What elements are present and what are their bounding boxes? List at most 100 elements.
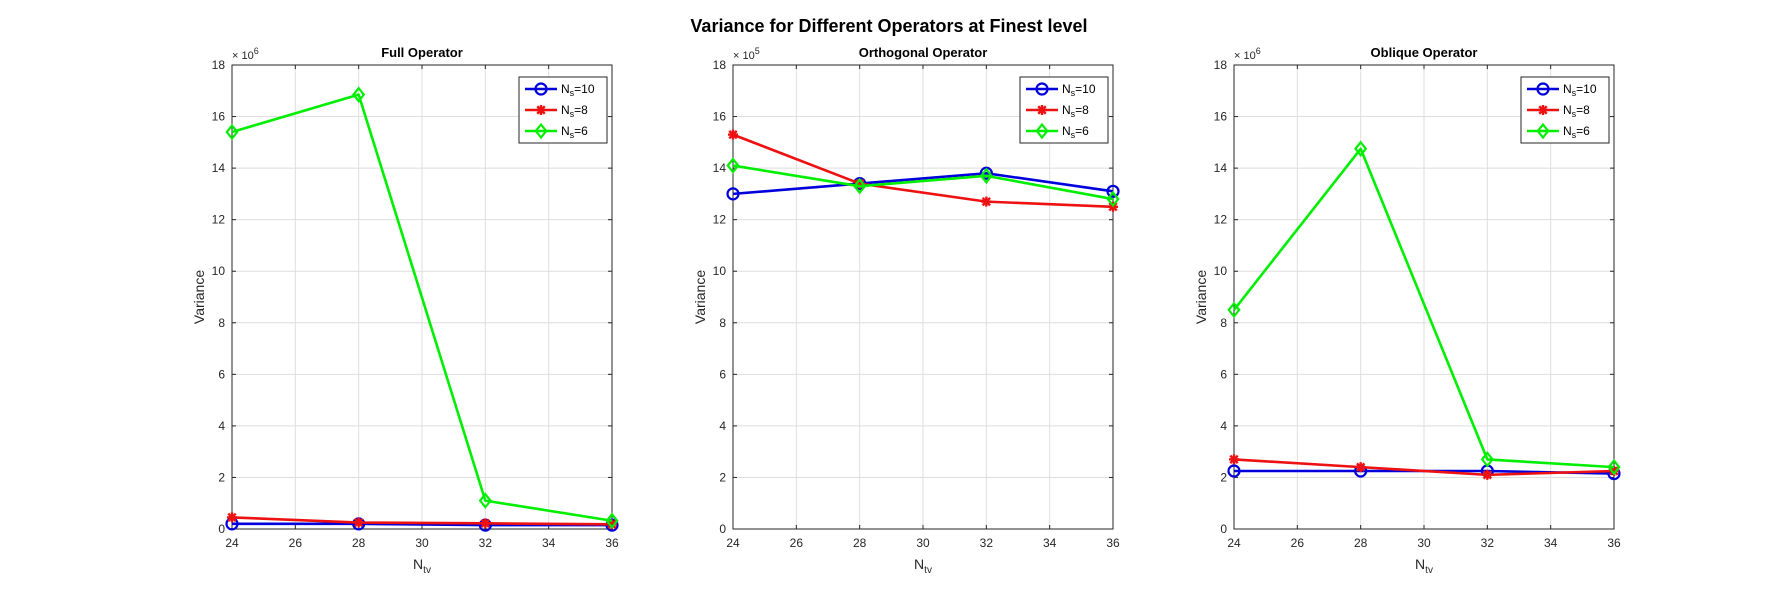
panel-3-legend-entry-2: Ns=8 [1527, 103, 1590, 119]
panel-1-xtick-label-5: 34 [542, 536, 556, 550]
panel-3-legend-marker-1 [1536, 82, 1550, 96]
panel-2-multiplier-exp: 5 [755, 46, 760, 56]
panel-3-ytick-label-5: 10 [1214, 264, 1228, 278]
panel-2-series-2-point-1 [728, 129, 738, 140]
panel-1-legend-label-rest-3: =6 [574, 124, 588, 138]
panel-1-series-3-point-1 [225, 123, 239, 141]
panel-1-legend-entry-2: Ns=8 [525, 103, 588, 119]
panel-2-xtick-label-4: 32 [980, 536, 994, 550]
panel-2-legend-entry-2: Ns=8 [1026, 103, 1089, 119]
panel-3-xtick-label-0: 24 [1227, 536, 1241, 550]
panel-1-series-2-line [231, 516, 613, 526]
panel-3-legend-label-rest-2: =8 [1576, 103, 1590, 117]
panel-1-series-2-point-3 [480, 518, 491, 529]
panel-1-legend-label-base-2: N [561, 103, 570, 117]
panel-2-legend-marker-3 [1035, 122, 1049, 140]
panel-2-ylabel: Variance [692, 270, 708, 324]
panel-1-ylabel: Variance [191, 270, 207, 324]
panel-3-series-2-point-2-d2 [1356, 462, 1366, 472]
panel-3-series-3-point-3 [1480, 451, 1494, 468]
panel-2-ytick-label-7: 14 [713, 161, 727, 175]
panel-3-multiplier-base: × 10 [1234, 50, 1256, 62]
panel-2-series-2-point-3-d2 [981, 197, 991, 207]
panel-3-ytick-label-4: 8 [1220, 316, 1227, 330]
panel-1-ytick-label-3: 6 [218, 367, 225, 381]
panel-2-legend-label-base-3: N [1062, 124, 1071, 138]
panel-2-multiplier: × 105 [733, 46, 760, 62]
panel-3-series-2-line [1233, 458, 1615, 477]
panel-1-legend-marker-3 [534, 122, 548, 140]
panel-1-series-3-point-4 [605, 512, 619, 530]
panel-3-xtick-label-5: 34 [1544, 536, 1558, 550]
panel-3-xlabel: Ntv [1415, 556, 1433, 576]
panel-1-xlabel-base: N [413, 556, 423, 572]
panel-3-legend-label-sub-1: s [1572, 88, 1577, 98]
panel-3-series-3-point-1 [1227, 301, 1241, 319]
panel-2-legend-entry-3: Ns=6 [1026, 122, 1089, 140]
panel-2-xtick-label-0: 24 [726, 536, 740, 550]
panel-3-ytick-label-3: 6 [1220, 367, 1227, 381]
panel-2-ytick-label-9: 18 [713, 58, 727, 72]
panel-3-ytick-label-2: 4 [1220, 419, 1227, 433]
panel-1-legend-label-sub-3: s [570, 130, 575, 140]
panel-1-ytick-label-2: 4 [218, 419, 225, 433]
panel-1-series-2-point-2 [353, 517, 364, 528]
panel-2-ytick-label-8: 16 [713, 110, 727, 124]
panel-1-ytick-label-4: 8 [218, 316, 225, 330]
panel-3-xtick-label-2: 28 [1354, 536, 1368, 550]
panel-2-legend-marker-1 [1035, 82, 1049, 96]
panel-2-xlabel: Ntv [914, 556, 932, 576]
panel-2-xlabel-sub: tv [924, 565, 932, 576]
panel-3-ytick-label-6: 12 [1214, 213, 1228, 227]
panel-1-title: Full Operator [381, 45, 463, 60]
panel-2-title: Orthogonal Operator [859, 45, 988, 60]
panel-3-legend-label-rest-1: =10 [1576, 82, 1597, 96]
panel-2-legend-label-rest-1: =10 [1075, 82, 1096, 96]
panel-1-ytick-label-6: 12 [212, 213, 226, 227]
panel-3-legend-label-base-2: N [1563, 103, 1572, 117]
panel-2-series-3-point-1 [726, 157, 740, 174]
panel-3-title: Oblique Operator [1371, 45, 1478, 60]
panel-1-ytick-label-9: 18 [212, 58, 226, 72]
panel-1-legend-label-1: Ns=10 [561, 82, 595, 98]
panel-2-legend-marker-2 [1037, 105, 1047, 115]
panel-2-legend-label-1: Ns=10 [1062, 82, 1096, 98]
panel-1-legend-label-3: Ns=6 [561, 124, 588, 140]
panel-1-ytick-label-5: 10 [212, 264, 226, 278]
panel-2-legend-label-base-2: N [1062, 103, 1071, 117]
panel-2-series-2-line [732, 133, 1114, 209]
panel-1-series-2 [227, 512, 617, 530]
panel-3-xtick-label-3: 30 [1417, 536, 1431, 550]
panel-3-legend-label-rest-3: =6 [1576, 124, 1590, 138]
panel-3-series-3-point-2 [1354, 140, 1368, 158]
panel-1-legend-entry-3: Ns=6 [525, 122, 588, 140]
panel-1-multiplier-base: × 10 [232, 50, 254, 62]
panel-2-series-3-line [732, 164, 1114, 201]
panel-3-series-2-point-2 [1355, 462, 1366, 473]
panel-1-legend-label-rest-1: =10 [574, 82, 595, 96]
panel-1-ytick-label-8: 16 [212, 110, 226, 124]
panel-3-legend-label-sub-3: s [1572, 130, 1577, 140]
panel-3-ytick-label-7: 14 [1214, 161, 1228, 175]
panel-1-ytick-label-0: 0 [218, 522, 225, 536]
panel-1-series-2-point-3-d2 [480, 518, 490, 528]
panel-2-ytick-label-4: 8 [719, 316, 726, 330]
panel-1-xtick-label-3: 30 [415, 536, 429, 550]
panel-2-xtick-label-2: 28 [853, 536, 867, 550]
panel-1-series-3-point-2 [352, 86, 366, 103]
panel-2-ytick-label-1: 2 [719, 470, 726, 484]
panel-2-series-3-point-2 [853, 177, 867, 195]
panel-2-legend-label-sub-3: s [1071, 130, 1076, 140]
panel-3-legend-marker-2-d2 [1538, 105, 1548, 115]
panel-1-series-2-point-4-d2 [607, 519, 617, 529]
panel-1-xtick-label-2: 28 [352, 536, 366, 550]
panel-1-xtick-label-1: 26 [289, 536, 303, 550]
panel-3-xtick-label-1: 26 [1291, 536, 1305, 550]
panel-1-legend-label-base-1: N [561, 82, 570, 96]
panel-2-ytick-label-3: 6 [719, 367, 726, 381]
